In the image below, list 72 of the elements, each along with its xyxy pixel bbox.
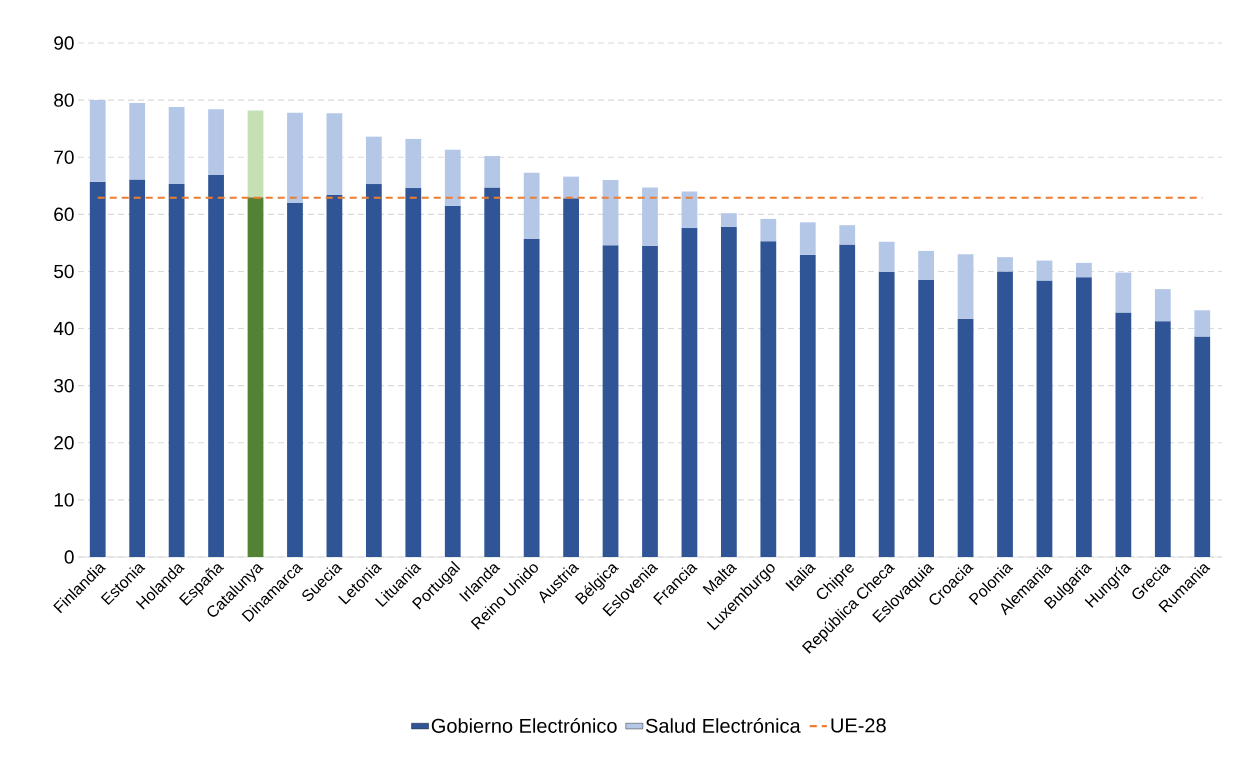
x-tick-label: Italia	[785, 564, 816, 592]
y-tick-label: 30	[54, 378, 74, 393]
bar	[484, 156, 501, 188]
bar	[89, 100, 106, 182]
bar	[208, 174, 224, 557]
y-tick-label: 20	[54, 436, 74, 450]
bar	[799, 254, 816, 557]
bar	[799, 222, 816, 255]
bar	[1194, 336, 1211, 557]
y-tick-label: 50	[54, 264, 74, 279]
bar	[405, 188, 422, 557]
bar	[602, 245, 619, 557]
bar	[839, 244, 856, 557]
bar	[1036, 260, 1053, 281]
bar	[681, 228, 698, 557]
bar	[997, 257, 1013, 272]
bar	[444, 205, 461, 557]
bar	[760, 241, 777, 557]
y-tick-label: 60	[54, 207, 74, 222]
bar	[89, 181, 106, 557]
bar	[247, 197, 264, 557]
bar	[365, 136, 382, 185]
bar	[287, 202, 303, 557]
bar	[760, 218, 777, 242]
bar	[365, 184, 382, 557]
bar	[957, 254, 974, 319]
y-tick-label: 0	[64, 550, 74, 564]
bar	[997, 271, 1013, 557]
bar	[405, 138, 422, 189]
bar	[918, 280, 935, 557]
y-tick-label: 10	[54, 493, 74, 507]
legend-label: UE-28	[831, 718, 886, 733]
bar	[326, 113, 343, 195]
bar	[957, 318, 974, 557]
y-tick-label: 70	[54, 150, 74, 164]
bar	[326, 194, 343, 557]
bar	[1076, 277, 1092, 557]
bar	[878, 241, 895, 273]
bar	[1154, 289, 1171, 322]
bar	[484, 187, 501, 557]
legend-label: Gobierno Electrónico	[431, 717, 617, 733]
bar	[168, 184, 185, 557]
bar	[721, 226, 737, 557]
bar	[444, 149, 461, 206]
bar	[602, 180, 619, 246]
bar	[247, 110, 264, 198]
bar	[523, 238, 540, 557]
y-tick-label: 90	[54, 36, 74, 50]
bar	[839, 225, 856, 245]
bar	[721, 213, 737, 227]
bar	[563, 176, 579, 199]
bar	[1115, 312, 1132, 557]
bar	[523, 172, 540, 239]
bar	[918, 250, 935, 281]
bar	[1115, 272, 1132, 313]
bar	[1154, 321, 1171, 557]
bar	[129, 179, 146, 557]
bar	[642, 245, 658, 557]
bar	[878, 272, 895, 557]
y-tick-label: 40	[53, 321, 74, 336]
bar	[563, 198, 579, 557]
bar	[1194, 310, 1211, 337]
bar	[287, 112, 303, 203]
bar	[168, 106, 185, 185]
bar	[208, 109, 224, 175]
y-tick-label: 80	[54, 93, 74, 107]
legend-label: Salud Electrónica	[645, 717, 801, 733]
bar	[129, 102, 146, 180]
bar	[642, 187, 658, 246]
bar	[1036, 280, 1053, 557]
bar	[1076, 262, 1092, 278]
bar	[681, 191, 698, 229]
